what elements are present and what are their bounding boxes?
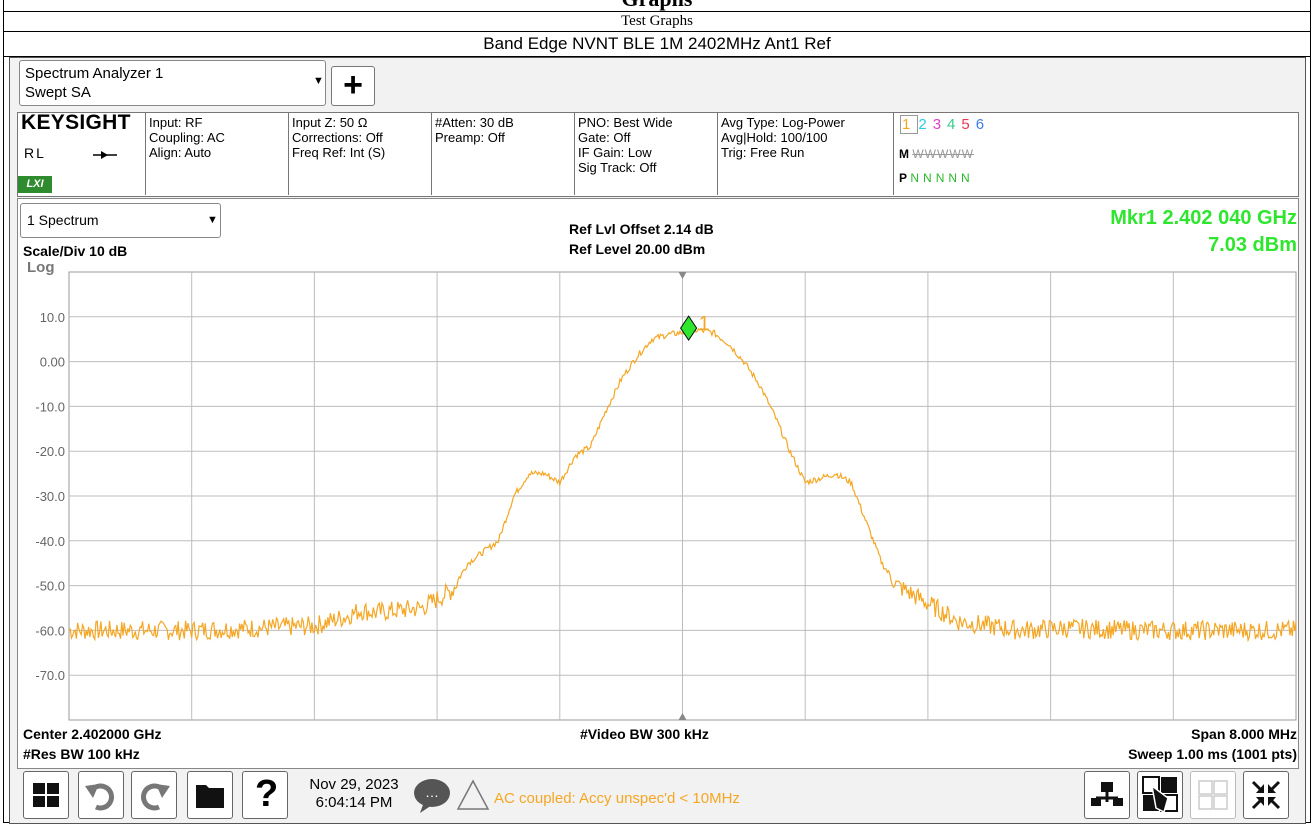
input-connector-icon	[93, 151, 117, 159]
span-value: Span 8.000 MHz	[1191, 726, 1297, 742]
svg-text:…: …	[425, 784, 439, 800]
undo-button[interactable]	[78, 771, 124, 819]
layout-button[interactable]	[1084, 771, 1130, 819]
trace-number-6: 6	[975, 116, 991, 133]
grid-icon	[1198, 780, 1228, 810]
trace-number-3: 3	[932, 116, 948, 133]
log-label: Log	[27, 259, 55, 276]
ref-level: Ref Level 20.00 dBm	[569, 241, 706, 257]
multi-window-button[interactable]	[1190, 771, 1236, 819]
warning-icon	[456, 779, 490, 810]
y-tick-label: -60.0	[35, 623, 65, 638]
y-tick-label: -50.0	[35, 579, 65, 594]
trace-number-1: 1	[900, 115, 919, 134]
app-selector[interactable]: Spectrum Analyzer 1 Swept SA ▼	[19, 60, 326, 106]
video-bandwidth: #Video BW 300 kHz	[580, 726, 709, 742]
zoom-button[interactable]	[1243, 771, 1289, 819]
resolution-bandwidth: #Res BW 100 kHz	[23, 746, 140, 762]
brand-cell: KEYSIGHT RL LXI	[18, 111, 146, 195]
messages-button[interactable]: …	[410, 771, 454, 819]
brand-logo: KEYSIGHT	[21, 111, 131, 134]
attenuation-cell[interactable]: #Atten: 30 dB Preamp: Off	[432, 113, 575, 195]
layout-icon	[1091, 782, 1123, 806]
y-tick-label: -20.0	[35, 444, 65, 459]
window-dropdown-icon: ▼	[207, 214, 218, 226]
file-button[interactable]	[187, 771, 233, 819]
redo-button[interactable]	[131, 771, 177, 819]
question-icon: ?	[255, 773, 279, 815]
ref-offset: Ref Lvl Offset 2.14 dB	[569, 221, 714, 237]
window-selector[interactable]: 1 Spectrum ▼	[20, 203, 221, 238]
sweep-time: Sweep 1.00 ms (1001 pts)	[1128, 746, 1297, 762]
trace-detector-row: NNNNN	[910, 171, 974, 185]
windows-button[interactable]	[23, 771, 69, 819]
folder-icon	[196, 785, 224, 808]
y-tick-label: -30.0	[35, 489, 65, 504]
pno-cell[interactable]: PNO: Best Wide Gate: Off IF Gain: Low Sig T…	[575, 113, 718, 195]
scale-label: Scale/Div 10 dB	[23, 243, 128, 259]
center-top-marker	[678, 272, 687, 279]
app-mode: Swept SA	[25, 84, 91, 101]
window-label: 1 Spectrum	[27, 212, 99, 228]
touch-icon	[1142, 776, 1178, 814]
section-title: Test Graphs	[3, 11, 1311, 32]
status-message: AC coupled: Accy unspec'd < 10MHz	[494, 790, 740, 807]
y-tick-label: -40.0	[35, 534, 65, 549]
center-bottom-marker	[678, 713, 687, 720]
trace-number-5: 5	[961, 116, 976, 133]
message-icon: …	[414, 779, 450, 813]
spectrum-trace	[68, 326, 1297, 643]
test-name: Band Edge NVNT BLE 1M 2402MHz Ant1 Ref	[3, 32, 1311, 57]
marker-frequency: Mkr1 2.402 040 GHz	[1110, 207, 1297, 229]
trace-cell[interactable]: 1 23456 M WWWWW P NNNNN	[899, 115, 991, 185]
marker-amplitude: 7.03 dBm	[1208, 234, 1297, 256]
help-button[interactable]: ?	[242, 771, 288, 819]
collapse-icon	[1251, 780, 1281, 810]
redo-icon	[141, 783, 170, 811]
y-tick-label: -70.0	[35, 668, 65, 683]
average-cell[interactable]: Avg Type: Log-Power Avg|Hold: 100/100 Trig…	[718, 113, 894, 195]
trace-number-2: 2	[918, 116, 933, 133]
windows-icon	[33, 783, 59, 807]
dropdown-arrow-icon: ▼	[313, 75, 324, 87]
rl-label: RL	[24, 145, 46, 161]
y-tick-label: 0.00	[40, 355, 65, 370]
app-name: Spectrum Analyzer 1	[25, 65, 164, 82]
trace-numbers: 1 23456	[900, 115, 991, 134]
y-tick-label: 10.0	[40, 310, 65, 325]
lxi-badge: LXI	[18, 176, 52, 193]
trace-mode-row: WWWWW	[912, 147, 974, 161]
undo-icon	[85, 783, 114, 811]
trace-number-4: 4	[947, 116, 962, 133]
center-frequency: Center 2.402000 GHz	[23, 726, 162, 742]
marker-1-diamond	[680, 315, 698, 342]
touch-button[interactable]	[1137, 771, 1183, 819]
marker-1-label: 1	[699, 313, 710, 335]
partial-title: Graphs	[3, 0, 1311, 12]
input-cell[interactable]: Input: RF Coupling: AC Align: Auto	[146, 113, 289, 195]
y-tick-label: -10.0	[35, 399, 65, 414]
add-screen-button[interactable]: +	[331, 66, 375, 106]
date-time: Nov 29, 2023 6:04:14 PM	[309, 776, 399, 811]
impedance-cell[interactable]: Input Z: 50 Ω Corrections: Off Freq Ref: I…	[289, 113, 432, 195]
settings-bar: KEYSIGHT RL LXI Input: RF Coupling: AC Ali…	[17, 112, 1299, 197]
